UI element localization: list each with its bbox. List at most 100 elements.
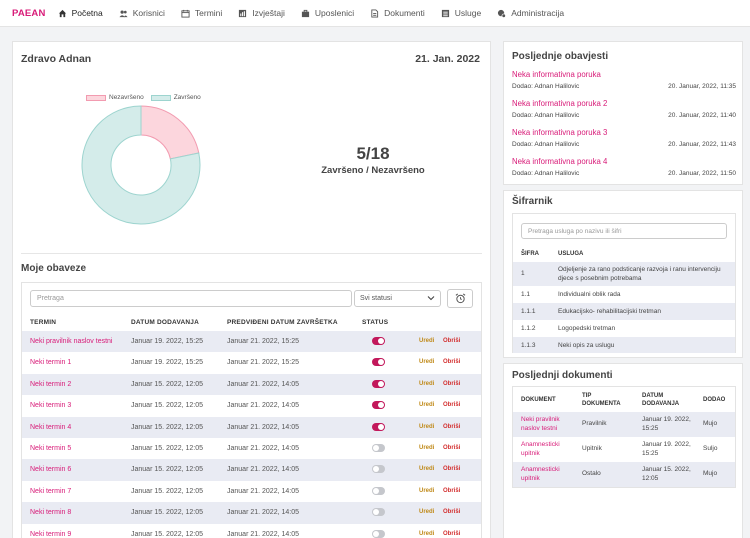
task-name[interactable]: Neki termin 4 <box>30 423 72 431</box>
status-toggle[interactable] <box>372 401 385 410</box>
sifrarnik-row[interactable]: 1.1.2 Logopedski tretman <box>513 320 735 337</box>
tasks-search-input[interactable]: Pretraga <box>30 290 352 307</box>
delete-button[interactable]: Obriši <box>443 402 461 409</box>
delete-button[interactable]: Obriši <box>443 380 461 387</box>
edit-button[interactable]: Uredi <box>419 487 435 494</box>
table-row[interactable]: Neki pravilnik naslov testni Januar 19. 2… <box>22 331 481 353</box>
status-toggle[interactable] <box>372 465 385 474</box>
document-name[interactable]: Anamnesticki upitnik <box>521 441 560 457</box>
edit-button[interactable]: Uredi <box>419 423 435 430</box>
edit-button[interactable]: Uredi <box>419 445 435 451</box>
status-toggle[interactable] <box>372 379 385 388</box>
notification-title[interactable]: Neka informativna poruka <box>512 70 601 79</box>
task-name[interactable]: Neki termin 7 <box>30 487 72 495</box>
table-row[interactable]: Neki termin 2 Januar 15. 2022, 12:05 Janua… <box>22 373 481 396</box>
edit-button[interactable]: Uredi <box>419 380 435 387</box>
nav-item-izvjestaji[interactable]: Izvještaji <box>238 8 285 18</box>
sifrarnik-row[interactable]: 1.1.1 Edukacijsko- rehabilitacijski tret… <box>513 303 735 320</box>
delete-button[interactable]: Obriši <box>443 466 461 473</box>
delete-button[interactable]: Obriši <box>443 423 461 430</box>
table-row[interactable]: Neki termin 8 Januar 15. 2022, 12:05 Janua… <box>22 502 481 524</box>
status-toggle[interactable] <box>372 444 385 452</box>
task-name[interactable]: Neki termin 2 <box>30 380 72 388</box>
task-name[interactable]: Neki pravilnik naslov testni <box>30 338 113 345</box>
task-name[interactable]: Neki termin 1 <box>30 359 72 367</box>
delete-button[interactable]: Obriši <box>443 445 461 451</box>
legend-swatch-unfinished[interactable] <box>86 94 106 101</box>
delete-button[interactable]: Obriši <box>443 338 461 344</box>
table-row[interactable]: Neki termin 9 Januar 15. 2022, 12:05 Janua… <box>22 524 481 538</box>
table-row[interactable]: Neki termin 4 Januar 15. 2022, 12:05 Janua… <box>22 416 481 438</box>
document-row[interactable]: Anamnesticki upitnik Upitnik Januar 19. … <box>513 437 735 462</box>
column-header[interactable]: STATUS <box>362 319 389 326</box>
table-row[interactable]: Neki termin 5 Januar 15. 2022, 12:05 Janua… <box>22 438 481 459</box>
completion-stat-label: Završeno / Nezavršeno <box>321 165 425 176</box>
edit-button[interactable]: Uredi <box>419 359 435 366</box>
task-name[interactable]: Neki termin 8 <box>30 509 72 517</box>
sifrarnik-search-input[interactable]: Pretraga usluga po nazivu ili šifri <box>521 223 727 239</box>
nav-item-dokumenti[interactable]: Dokumenti <box>370 8 425 18</box>
table-row[interactable]: Neki termin 7 Januar 15. 2022, 12:05 Janua… <box>22 481 481 502</box>
task-name[interactable]: Neki termin 3 <box>30 402 72 410</box>
sifrarnik-row[interactable]: 1.1 Individualni oblik rada <box>513 286 735 303</box>
notification-item[interactable]: Neka informativna poruka 4 Dodao: Adnan … <box>512 157 736 185</box>
legend-swatch-finished[interactable] <box>150 94 171 101</box>
completion-stat-value: 5/18 <box>356 144 390 163</box>
notification-item[interactable]: Neka informativna poruka 3 Dodao: Adnan … <box>512 128 736 156</box>
table-row[interactable]: Neki termin 3 Januar 15. 2022, 12:05 Janua… <box>22 395 481 416</box>
nav-item-usluge[interactable]: Usluge <box>441 8 481 18</box>
column-header[interactable]: TERMIN <box>30 319 57 326</box>
status-toggle[interactable] <box>372 486 385 495</box>
edit-button[interactable]: Uredi <box>419 530 435 537</box>
document-name[interactable]: Neki pravilnik naslov testni <box>521 416 560 432</box>
status-toggle[interactable] <box>372 508 385 517</box>
delete-button[interactable]: Obriši <box>443 359 461 366</box>
task-added-date: Januar 15. 2022, 12:05 <box>131 423 204 431</box>
status-toggle[interactable] <box>372 529 385 538</box>
sifrarnik-row[interactable]: 1 Odjeljenje za rano podsticanje razvoja… <box>513 262 735 286</box>
toggle-knob <box>378 338 384 344</box>
sifrarnik-row[interactable]: 1.1.3 Neki opis za uslugu <box>513 337 735 353</box>
document-row[interactable]: Anamnesticki upitnik Ostalo Januar 15. 2… <box>513 462 735 487</box>
status-toggle[interactable] <box>372 422 385 431</box>
table-row[interactable]: Neki termin 6 Januar 15. 2022, 12:05 Janua… <box>22 459 481 481</box>
notification-date: 20. Januar, 2022, 11:43 <box>668 141 736 148</box>
notifications-panel: Posljednje obavjesti Neka informativna p… <box>503 41 743 185</box>
document-row[interactable]: Neki pravilnik naslov testni Pravilnik J… <box>513 412 735 437</box>
edit-button[interactable]: Uredi <box>419 509 435 516</box>
status-filter-select[interactable]: Svi statusi <box>354 290 441 307</box>
status-toggle[interactable] <box>372 337 385 345</box>
column-header[interactable]: PREDVIĐENI DATUM ZAVRŠETKA <box>227 319 338 326</box>
edit-button[interactable]: Uredi <box>419 466 435 473</box>
column-header: DODAO <box>703 397 726 403</box>
sifrarnik-title: Šifrarnik <box>512 196 553 207</box>
notification-title[interactable]: Neka informativna poruka 2 <box>512 99 608 108</box>
donut-slice-finished[interactable] <box>81 105 201 225</box>
nav-item-pocetna[interactable]: Početna <box>58 8 103 18</box>
delete-button[interactable]: Obriši <box>443 530 461 537</box>
nav-item-administracija[interactable]: Administracija <box>497 8 564 18</box>
task-name[interactable]: Neki termin 9 <box>30 530 72 538</box>
document-name[interactable]: Anamnesticki upitnik <box>521 466 560 482</box>
nav-item-uposlenici[interactable]: Uposlenici <box>301 8 354 18</box>
donut-slice-unfinished[interactable] <box>140 105 200 160</box>
toggle-knob <box>378 380 384 387</box>
reminder-button[interactable] <box>447 289 473 308</box>
notification-item[interactable]: Neka informativna poruka 2 Dodao: Adnan … <box>512 99 736 127</box>
column-header[interactable]: DATUM DODAVANJA <box>131 319 199 326</box>
service-code: 1.1.1 <box>521 308 536 315</box>
delete-button[interactable]: Obriši <box>443 509 461 516</box>
status-toggle[interactable] <box>372 358 385 367</box>
nav-item-korisnici[interactable]: Korisnici <box>119 8 165 18</box>
task-name[interactable]: Neki termin 6 <box>30 466 72 474</box>
nav-item-termini[interactable]: Termini <box>181 8 222 18</box>
edit-button[interactable]: Uredi <box>419 338 435 344</box>
task-name[interactable]: Neki termin 5 <box>30 445 72 452</box>
notification-title[interactable]: Neka informativna poruka 3 <box>512 128 608 137</box>
edit-button[interactable]: Uredi <box>419 402 435 409</box>
notification-title[interactable]: Neka informativna poruka 4 <box>512 157 608 166</box>
notification-item[interactable]: Neka informativna poruka Dodao: Adnan Ha… <box>512 70 736 98</box>
brand-logo[interactable]: PAEAN <box>12 7 46 19</box>
delete-button[interactable]: Obriši <box>443 487 461 494</box>
table-row[interactable]: Neki termin 1 Januar 19. 2022, 15:25 Janua… <box>22 352 481 373</box>
